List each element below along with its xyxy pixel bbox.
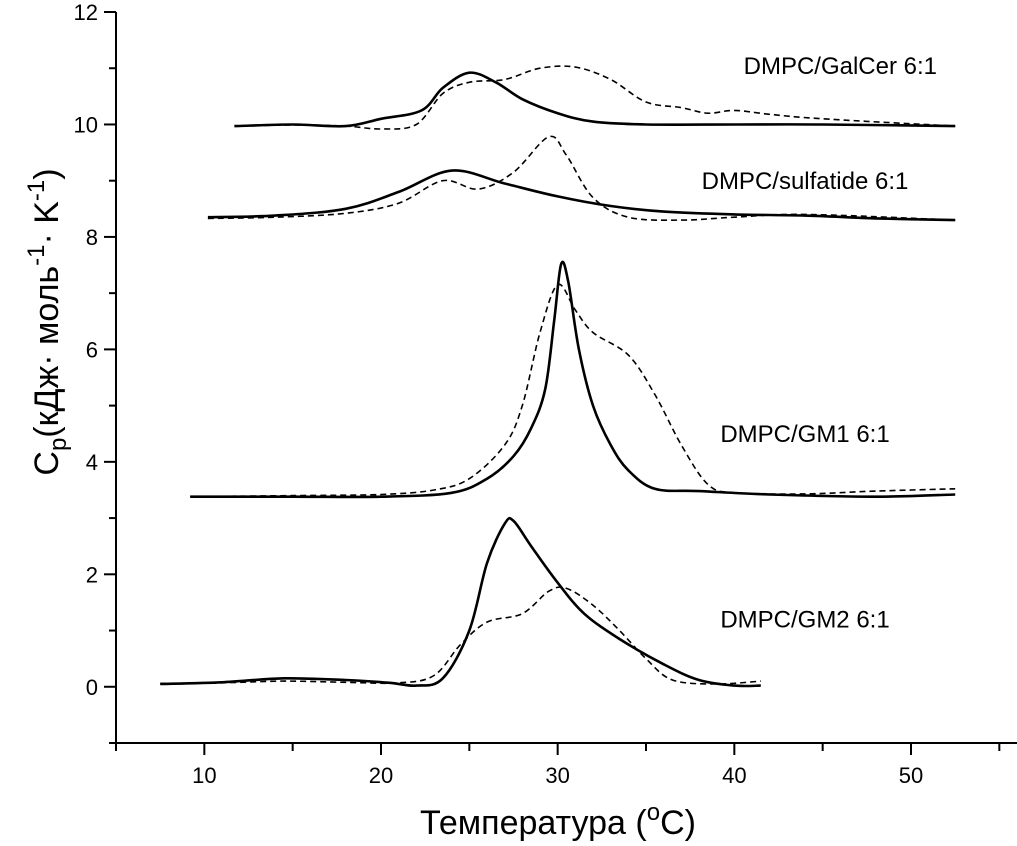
solid-curve-dmpc-galcer-6-1 — [234, 71, 956, 128]
tick-marks: 10 20 30 40 50 0 2 4 6 8 10 12 — [74, 0, 1001, 788]
y-axis-title-end: ) — [28, 168, 66, 179]
solid-curve-dmpc-gm2-6-1 — [160, 516, 761, 688]
dashed-curve-dmpc-sulfatide-6-1 — [207, 135, 956, 221]
y-tick-label: 0 — [86, 675, 98, 700]
dashed-curve-dmpc-galcer-6-1 — [234, 65, 956, 130]
y-tick-label: 8 — [86, 225, 98, 250]
solid-curve-dmpc-gm1-6-1 — [190, 260, 956, 499]
x-axis-title-main: Температура ( — [420, 804, 647, 842]
x-tick-label: 50 — [899, 763, 923, 788]
y-tick-label: 6 — [86, 337, 98, 362]
y-tick-label: 10 — [74, 112, 98, 137]
y-axis-title-sup1: -1 — [23, 245, 50, 266]
solid-curve-dmpc-sulfatide-6-1 — [207, 169, 956, 222]
y-axis-title-sup2: -1 — [23, 180, 50, 201]
y-axis-title-unit: (кДж· моль — [28, 266, 66, 438]
y-tick-label: 12 — [74, 0, 98, 25]
dashed-curve-dmpc-gm2-6-1 — [160, 586, 761, 685]
y-axis-title-mid: · K — [28, 201, 66, 245]
y-axis-title-sub: p — [45, 438, 72, 451]
x-tick-label: 30 — [545, 763, 569, 788]
series-label-dmpc-gm1-6-1: DMPC/GM1 6:1 — [720, 421, 889, 448]
y-axis-title-main: C — [28, 451, 66, 476]
series-label-dmpc-galcer-6-1: DMPC/GalCer 6:1 — [744, 53, 937, 80]
x-tick-label: 40 — [722, 763, 746, 788]
y-axis-title: Cp(кДж· моль-1· K-1) — [23, 168, 72, 475]
x-tick-label: 10 — [192, 763, 216, 788]
y-tick-label: 2 — [86, 562, 98, 587]
series-label-dmpc-sulfatide-6-1: DMPC/sulfatide 6:1 — [702, 168, 909, 195]
y-tick-label: 4 — [86, 450, 98, 475]
x-axis-title-end: C) — [660, 804, 696, 842]
x-tick-label: 20 — [369, 763, 393, 788]
x-axis-title: Температура (oC) — [420, 799, 696, 842]
x-axis-title-sup: o — [647, 799, 660, 826]
series-lines — [160, 65, 956, 688]
series-labels: DMPC/GalCer 6:1 DMPC/sulfatide 6:1 DMPC/GM… — [702, 53, 937, 634]
dashed-curve-dmpc-gm1-6-1 — [190, 283, 956, 498]
series-label-dmpc-gm2-6-1: DMPC/GM2 6:1 — [720, 607, 889, 634]
axes — [115, 12, 1017, 744]
